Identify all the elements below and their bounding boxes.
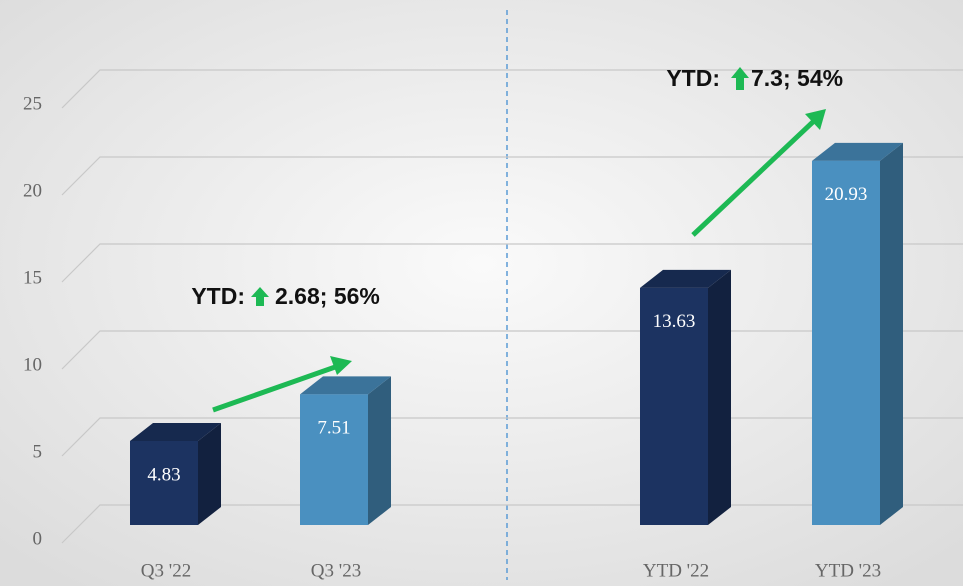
- bar-top: [130, 422, 221, 441]
- y-tick-label: 0: [33, 528, 43, 549]
- bar-side: [708, 269, 731, 525]
- trend-arrow: [691, 118, 817, 237]
- bar-side: [368, 376, 391, 525]
- grid-line: [61, 156, 963, 196]
- x-tick-label: YTD '23: [815, 560, 881, 581]
- bar-top: [300, 376, 391, 395]
- value-label: 7.51: [317, 418, 350, 439]
- bar: [812, 160, 880, 525]
- y-tick-label: 10: [23, 354, 42, 375]
- bar-top: [812, 142, 903, 161]
- x-tick-label: YTD '22: [643, 560, 709, 581]
- bar-side: [198, 422, 221, 525]
- bar-side: [880, 142, 903, 525]
- bars: Q3 '22 4.83 Q3 '23 7.51 YTD '22 13.63 YTD '23 2…: [130, 142, 903, 581]
- bar: [300, 394, 368, 525]
- x-tick-label: Q3 '22: [141, 560, 191, 581]
- x-tick-label: Q3 '23: [311, 560, 361, 581]
- annotation-text: 7.3; 54%: [751, 65, 843, 91]
- y-tick-label: 5: [33, 441, 43, 462]
- value-label: 20.93: [825, 184, 868, 205]
- up-icon: [731, 67, 749, 90]
- value-label: 4.83: [147, 464, 180, 485]
- bar: [640, 287, 708, 525]
- y-tick-label: 20: [23, 180, 42, 201]
- grid-line: [61, 243, 963, 283]
- arrow-head: [330, 356, 352, 375]
- bar: [130, 440, 198, 525]
- arrow-head: [805, 109, 826, 130]
- annotation-prefix: YTD:: [191, 283, 245, 309]
- annotation-text: 2.68; 56%: [275, 283, 380, 309]
- y-tick-label: 25: [23, 93, 42, 114]
- bar-top: [640, 269, 731, 288]
- up-icon: [251, 287, 269, 306]
- trend-arrow: [212, 363, 339, 413]
- grid-line: [61, 69, 963, 109]
- value-label: 13.63: [653, 311, 696, 332]
- annotation-prefix: YTD:: [666, 65, 720, 91]
- y-tick-label: 15: [23, 267, 42, 288]
